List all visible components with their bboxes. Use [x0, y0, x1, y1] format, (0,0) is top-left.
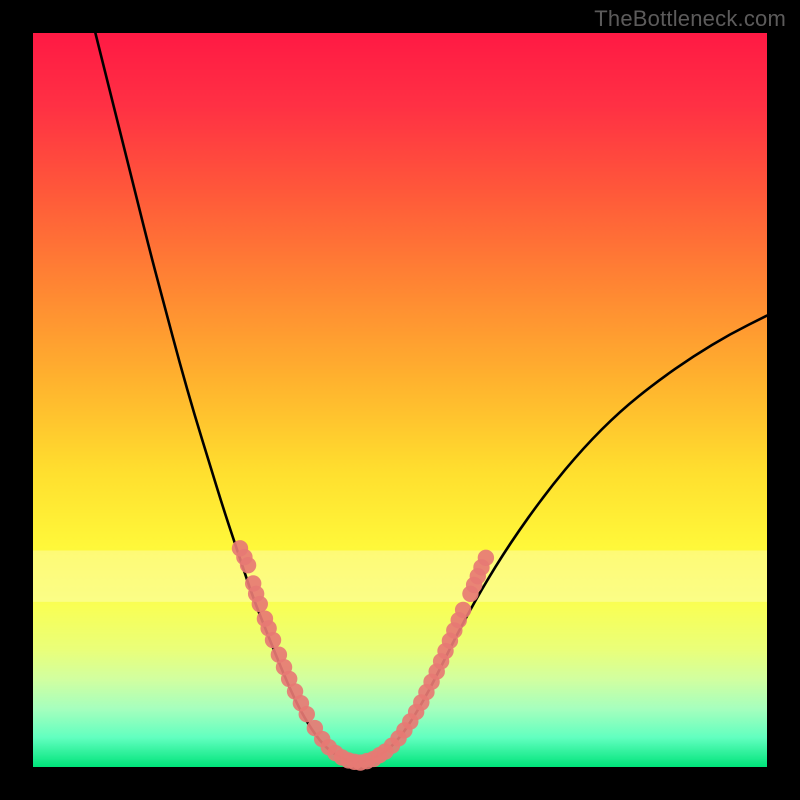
watermark-text: TheBottleneck.com: [594, 6, 786, 32]
plot-frame: [33, 33, 767, 767]
horizontal-haze-band: [33, 550, 767, 601]
data-marker: [252, 596, 268, 612]
data-marker: [299, 706, 315, 722]
curve-left: [95, 33, 356, 763]
data-marker: [455, 602, 471, 618]
chart-svg: [33, 33, 767, 767]
data-marker: [478, 550, 494, 566]
data-marker: [265, 632, 281, 648]
data-marker: [240, 557, 256, 573]
